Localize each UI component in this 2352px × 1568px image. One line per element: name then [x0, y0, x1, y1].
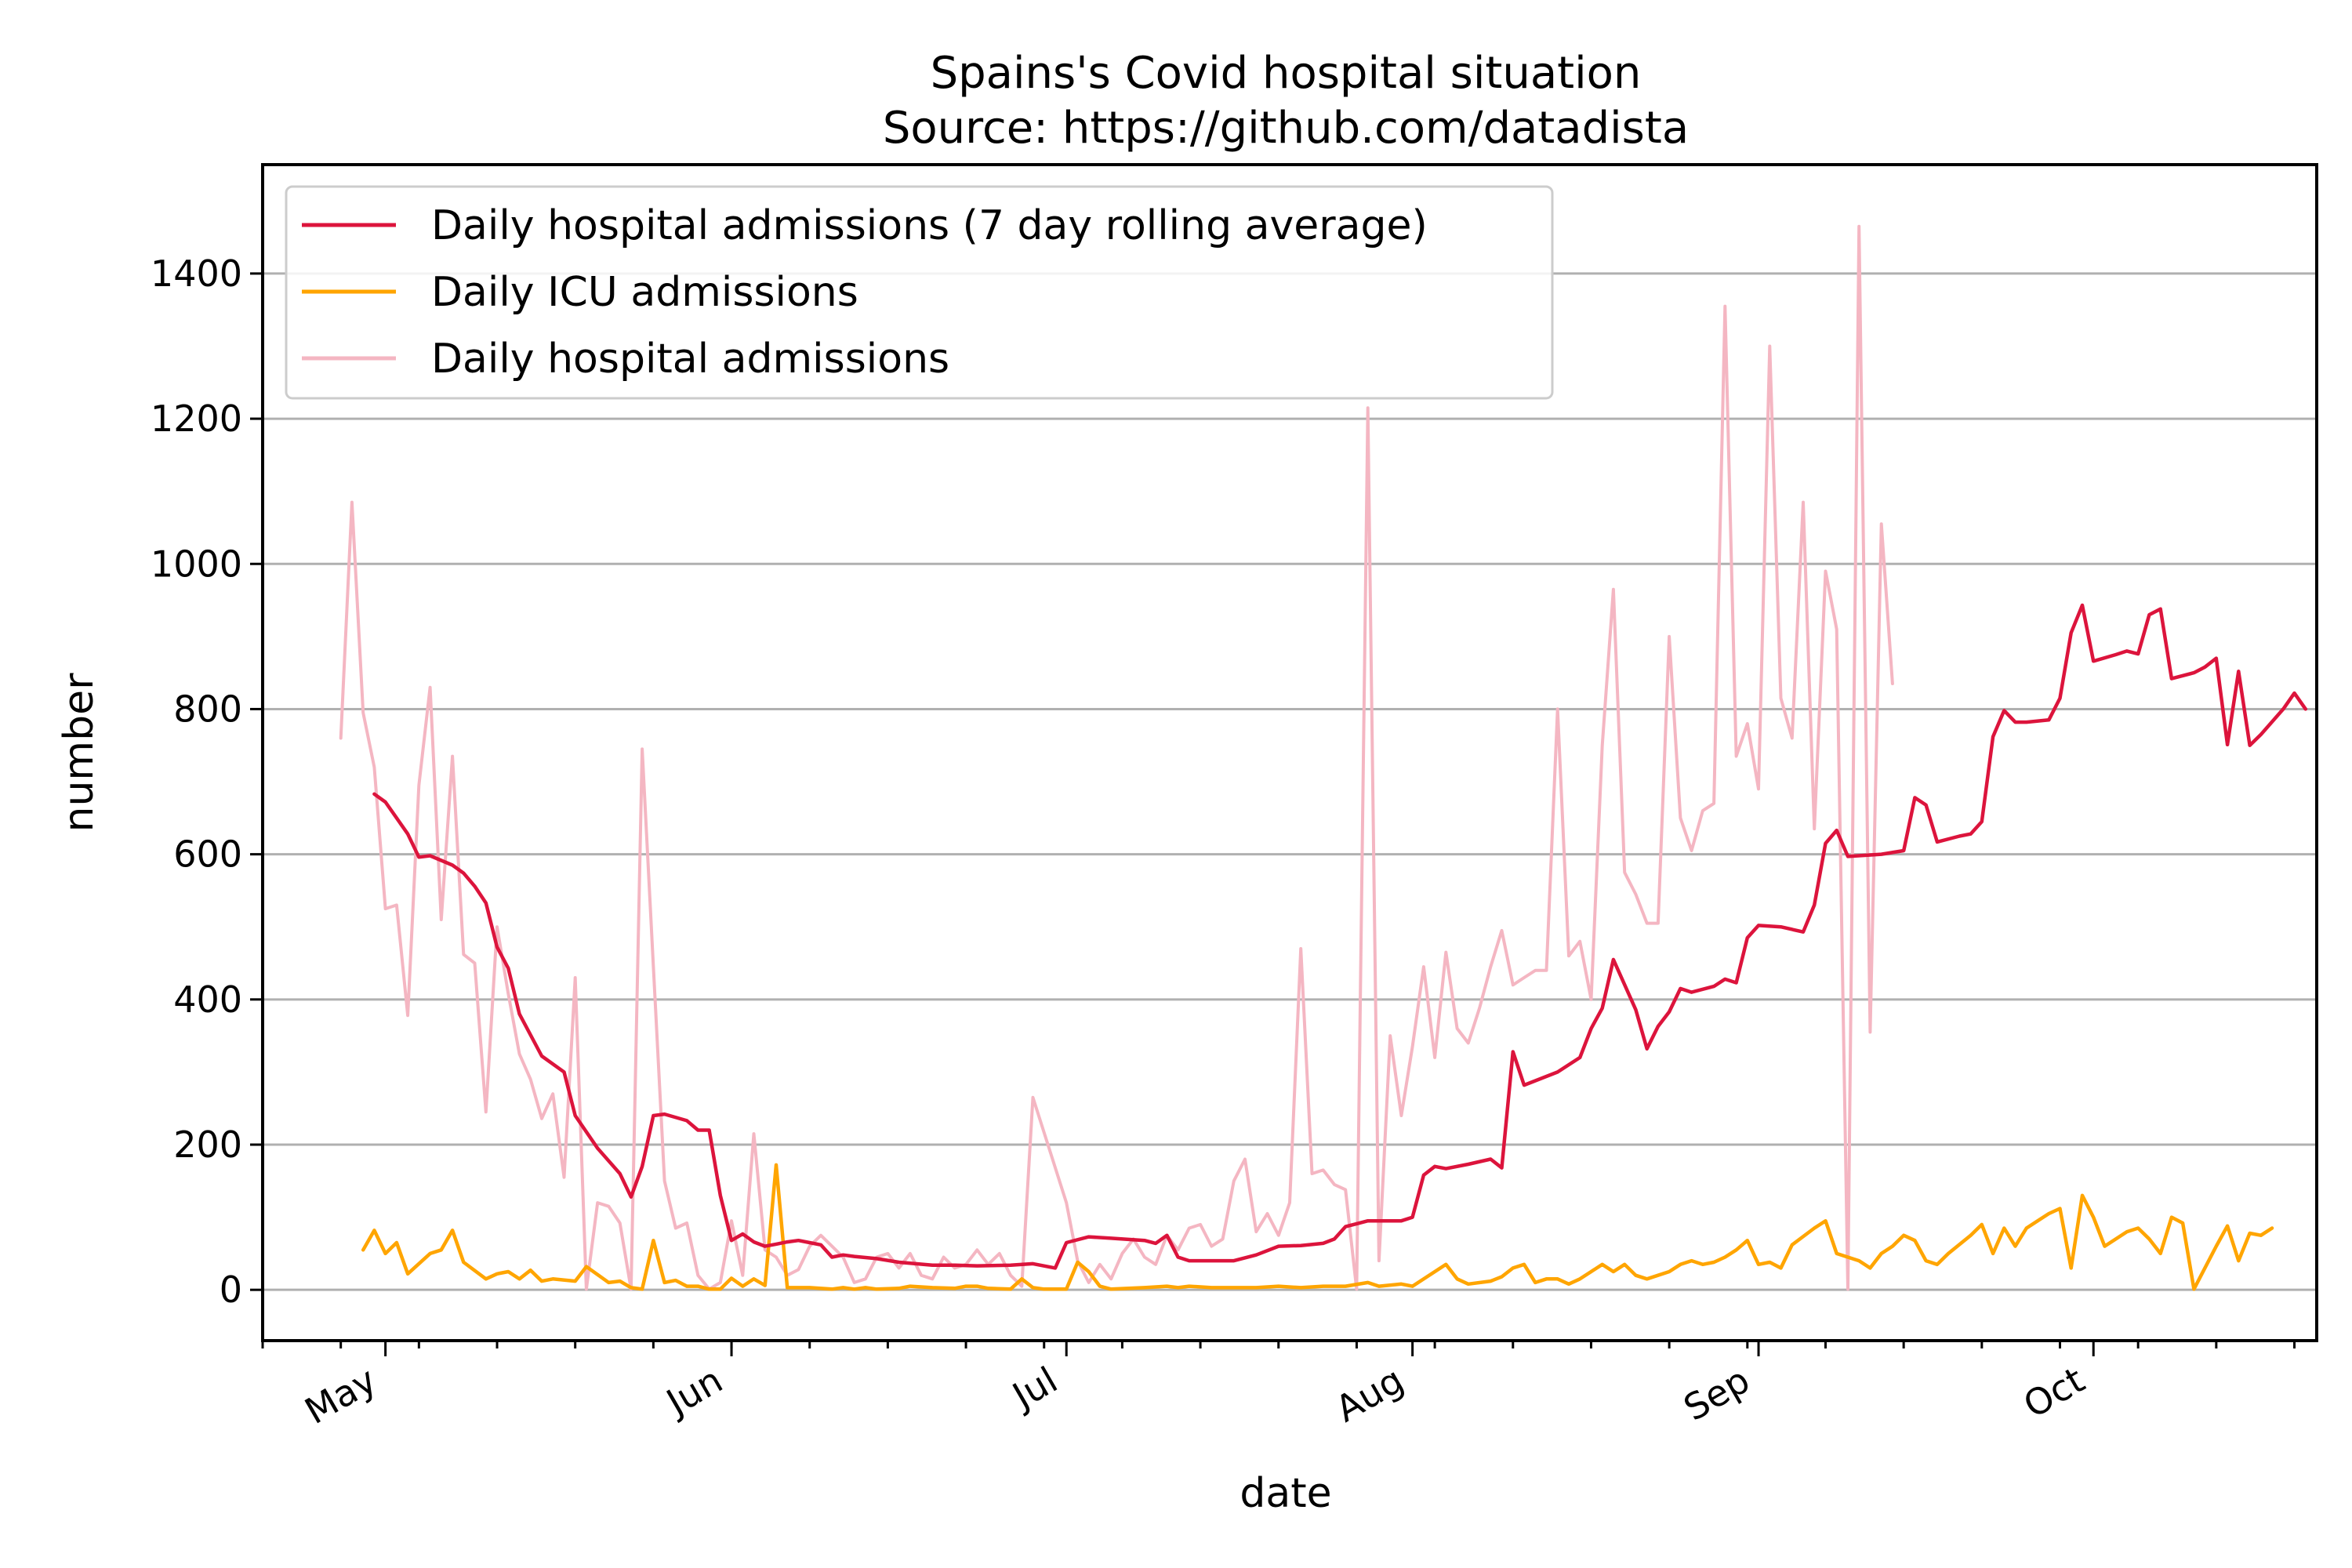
legend-label: Daily ICU admissions	[431, 269, 858, 316]
x-axis-label: date	[1240, 1470, 1331, 1517]
series-line-daily-admissions	[339, 224, 1894, 1291]
y-axis-ticks: 0 200 400 600 800 1000 1200 1400	[151, 252, 263, 1311]
y-axis-label: number	[56, 673, 103, 833]
legend-box	[285, 185, 1554, 400]
y-tick-label: 400	[173, 978, 242, 1021]
legend-label: Daily hospital admissions (7 day rolling…	[431, 202, 1428, 249]
plot-lines	[339, 224, 2308, 1291]
y-tick-label: 800	[173, 688, 242, 730]
series-line-rolling-average	[372, 603, 2308, 1270]
chart-title: Spains's Covid hospital situation	[931, 48, 1642, 99]
chart-subtitle: Source: https://github.com/datadista	[883, 103, 1689, 154]
y-tick-label: 1000	[151, 543, 242, 585]
y-tick-label: 1200	[151, 397, 242, 440]
y-tick-label: 0	[220, 1269, 242, 1311]
legend-label: Daily hospital admissions	[431, 336, 949, 383]
y-tick-label: 200	[173, 1123, 242, 1166]
legend: Daily hospital admissions (7 day rolling…	[285, 185, 1554, 400]
y-tick-label: 600	[173, 833, 242, 876]
series-line-icu-admissions	[361, 1163, 2274, 1291]
plot-frame	[261, 163, 2318, 1342]
y-tick-label: 1400	[151, 252, 242, 295]
